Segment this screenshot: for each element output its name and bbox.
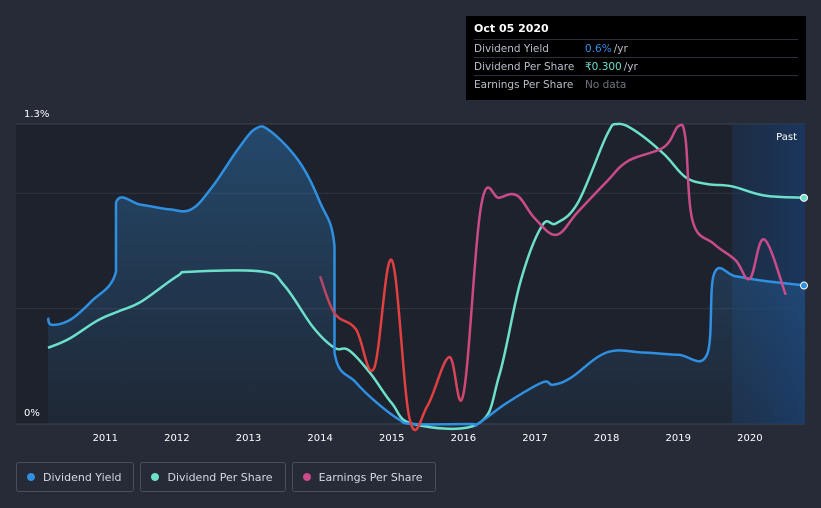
tooltip-row-dividend-per-share: Dividend Per Share ₹0.300 /yr bbox=[474, 57, 798, 75]
tooltip-row-dividend-yield: Dividend Yield 0.6% /yr bbox=[474, 39, 798, 57]
tooltip-value: No data bbox=[585, 78, 627, 91]
x-tick-label: 2017 bbox=[522, 433, 547, 444]
legend-label: Earnings Per Share bbox=[318, 470, 423, 484]
legend-dot-icon bbox=[302, 473, 311, 481]
legend-dot-icon bbox=[27, 473, 35, 481]
legend-dot-icon bbox=[151, 473, 160, 481]
y-axis-bottom-label: 0% bbox=[24, 408, 40, 419]
x-tick-label: 2019 bbox=[666, 433, 691, 444]
x-tick-label: 2018 bbox=[594, 433, 619, 444]
tooltip-unit: /yr bbox=[613, 42, 628, 55]
legend-item-dividend-per-share[interactable]: Dividend Per Share bbox=[140, 462, 286, 492]
past-label: Past bbox=[776, 132, 797, 143]
chart-legend: Dividend Yield Dividend Per Share Earnin… bbox=[16, 462, 436, 492]
legend-label: Dividend Per Share bbox=[167, 470, 273, 484]
tooltip-panel: Oct 05 2020 Dividend Yield 0.6% /yr Divi… bbox=[466, 16, 806, 100]
dividend-yield-line bbox=[46, 125, 806, 427]
legend-item-dividend-yield[interactable]: Dividend Yield bbox=[16, 462, 135, 492]
tooltip-value: ₹0.300 bbox=[585, 60, 622, 73]
end-marker bbox=[800, 193, 808, 202]
tooltip-value: 0.6% bbox=[585, 42, 612, 55]
x-tick-label: 2015 bbox=[379, 433, 404, 444]
x-tick-label: 2013 bbox=[236, 433, 261, 444]
tooltip-unit: /yr bbox=[623, 60, 638, 73]
legend-label: Dividend Yield bbox=[43, 470, 122, 484]
x-tick-label: 2020 bbox=[737, 433, 762, 444]
tooltip-label: Dividend Per Share bbox=[474, 60, 575, 73]
tooltip-date: Oct 05 2020 bbox=[474, 22, 549, 35]
x-tick-label: 2014 bbox=[307, 433, 332, 444]
legend-item-earnings-per-share[interactable]: Earnings Per Share bbox=[291, 462, 436, 492]
tooltip-row-earnings-per-share: Earnings Per Share No data bbox=[474, 75, 798, 93]
dividend-per-share-line bbox=[47, 122, 806, 431]
x-tick-label: 2016 bbox=[451, 433, 476, 444]
x-tick-label: 2012 bbox=[164, 433, 189, 444]
end-marker bbox=[800, 281, 808, 290]
x-tick-label: 2011 bbox=[93, 433, 118, 444]
earnings-per-share-line bbox=[318, 123, 787, 432]
tooltip-label: Earnings Per Share bbox=[474, 78, 574, 91]
y-axis-top-label: 1.3% bbox=[24, 109, 49, 120]
tooltip-label: Dividend Yield bbox=[474, 42, 549, 55]
